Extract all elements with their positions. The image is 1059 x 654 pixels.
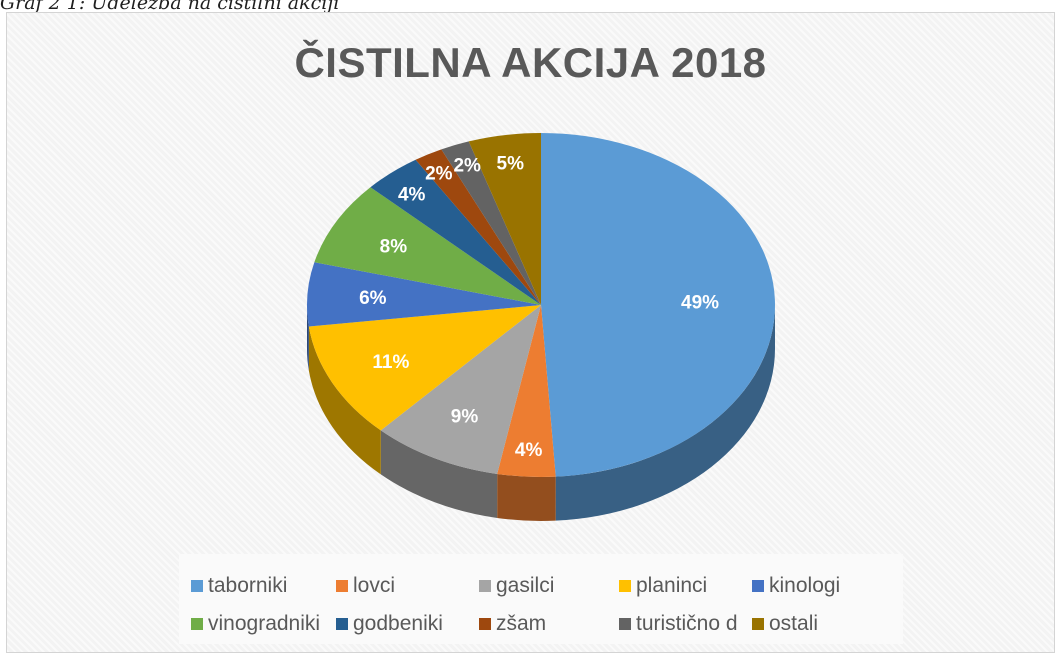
legend-item-taborniki: taborniki (191, 574, 287, 598)
chart-area: ČISTILNA AKCIJA 2018 49% 4% 9% 11% 6% 8% 4% 2% 2… (6, 12, 1055, 653)
pie-sides (307, 305, 776, 521)
data-label-gasilci: 9% (451, 406, 479, 427)
figure-caption: Graf 2 1: Udeležba na čistilni akciji (0, 0, 340, 14)
pie-side-lovci (497, 473, 556, 521)
pie-side-taborniki (555, 305, 776, 521)
pie-slice-gasilci (380, 305, 541, 474)
data-label-kinologi: 6% (359, 288, 387, 309)
legend-label: kinologi (769, 574, 841, 597)
data-label-planinci: 11% (372, 352, 409, 373)
legend-swatch (191, 618, 203, 630)
data-label-ostali: 5% (497, 153, 525, 174)
legend-label: planinci (636, 574, 708, 597)
pie-side-gasilci (380, 430, 498, 518)
pie-slice-lovci (497, 305, 556, 477)
pie-slice-godbeniki (370, 159, 541, 305)
chart-title: ČISTILNA AKCIJA 2018 (294, 39, 767, 86)
legend-item-kinologi: kinologi (752, 574, 840, 598)
legend-item-vinogradniki: vinogradniki (191, 612, 320, 636)
pie-slice-zsam (415, 149, 541, 305)
legend-label: taborniki (208, 574, 288, 597)
legend-label: zšam (496, 612, 547, 635)
legend-label: turistično d (636, 612, 738, 635)
legend-item-gasilci: gasilci (479, 574, 554, 598)
legend-label: lovci (353, 574, 396, 597)
legend-swatch (336, 580, 348, 592)
pie-slice-planinci (308, 305, 541, 431)
data-label-vinogradniki: 8% (380, 236, 408, 257)
legend-item-lovci: lovci (336, 574, 395, 598)
legend-item-turisticno-d: turistično d (619, 612, 738, 636)
legend-item-ostali: ostali (752, 612, 818, 636)
pie-slice-vinogradniki (314, 187, 541, 305)
legend: taborniki lovci gasilci planinci kinologi vin… (179, 554, 903, 644)
pie-slice-taborniki (541, 133, 775, 477)
pie-slice-kinologi (307, 262, 541, 327)
legend-label: vinogradniki (208, 612, 321, 635)
legend-item-zsam: zšam (479, 612, 546, 636)
legend-swatch (191, 580, 203, 592)
pie-labels: 49%4%9%11%6%8%4%2% 2% 5% (359, 153, 719, 461)
pie-chart: 49%4%9%11%6%8%4%2% 2% 5% (307, 133, 776, 521)
legend-swatch (479, 618, 491, 630)
legend-label: gasilci (496, 574, 555, 597)
data-label-godbeniki: 4% (398, 185, 426, 206)
pie-slice-ostali (468, 133, 541, 305)
legend-swatch (619, 618, 631, 630)
pie-side-planinci (308, 326, 381, 475)
legend-item-planinci: planinci (619, 574, 707, 598)
legend-item-godbeniki: godbeniki (336, 612, 443, 636)
data-label-taborniki: 49% (681, 292, 719, 313)
legend-swatch (752, 580, 764, 592)
legend-swatch (479, 580, 491, 592)
pie-slice-turisticno-d (441, 141, 541, 305)
pie-tops (307, 133, 775, 477)
legend-swatch (336, 618, 348, 630)
data-label-lovci: 4% (515, 440, 543, 461)
data-label-zsam: 2% (425, 163, 453, 184)
data-label-turisticno-d: 2% (453, 155, 481, 176)
pie-side-kinologi (307, 305, 309, 371)
legend-swatch (752, 618, 764, 630)
legend-label: ostali (769, 612, 819, 635)
legend-label: godbeniki (353, 612, 443, 635)
legend-swatch (619, 580, 631, 592)
